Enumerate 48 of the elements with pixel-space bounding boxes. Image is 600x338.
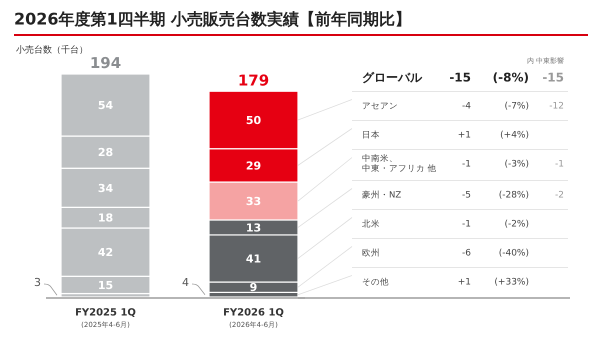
data-label: 33 [246, 195, 262, 208]
text: 日本 [362, 129, 380, 140]
text: -15 [449, 70, 471, 84]
data-label: 3 [34, 276, 41, 290]
text: -6 [462, 248, 472, 258]
text: -2 [555, 190, 564, 200]
data-label: 18 [98, 212, 114, 225]
x-tick-label: FY2025 1Q [75, 308, 136, 319]
y-axis-title: 小売台数（千台） [16, 44, 88, 56]
text: -12 [549, 101, 564, 112]
data-label: 28 [98, 146, 114, 160]
text: 豪州・NZ [362, 189, 402, 200]
total-label: 194 [90, 54, 122, 72]
text: -1 [462, 219, 471, 230]
data-label: 34 [98, 182, 114, 195]
data-label: 9 [250, 281, 258, 294]
text: 欧州 [362, 247, 380, 258]
text: -1 [555, 159, 564, 170]
x-tick-label: FY2026 1Q [223, 308, 284, 319]
text: +1 [458, 130, 471, 140]
data-label: 41 [246, 252, 262, 266]
text: -15 [542, 70, 564, 84]
text: その他 [362, 276, 389, 288]
data-label: 4 [182, 276, 189, 290]
text: +1 [458, 277, 471, 288]
text: アセアン [362, 101, 398, 112]
data-label: 50 [246, 114, 262, 127]
text: 中南米、中東・アフリカ 他 [362, 153, 437, 174]
data-label: 29 [246, 159, 262, 172]
text: -5 [462, 190, 471, 200]
data-label: 13 [246, 221, 262, 234]
text: -4 [462, 101, 472, 112]
data-label: 15 [98, 278, 114, 292]
data-label: 42 [98, 246, 114, 260]
text: 北米 [362, 218, 380, 230]
chart-title: 2026年度第1四半期 小売販売台数実績【前年同期比】 [14, 9, 412, 28]
text: (-3%) [504, 159, 529, 170]
text: (-28%) [498, 190, 529, 200]
total-label: 179 [238, 71, 270, 90]
text: (-2%) [504, 219, 529, 230]
text: (+4%) [500, 130, 529, 140]
text: (-8%) [492, 70, 529, 84]
text: -1 [462, 159, 471, 170]
data-label: 54 [98, 99, 114, 112]
text: (-7%) [504, 101, 529, 112]
text: (+33%) [494, 277, 529, 288]
text: グローバル [362, 70, 423, 84]
text: (-40%) [498, 248, 529, 258]
